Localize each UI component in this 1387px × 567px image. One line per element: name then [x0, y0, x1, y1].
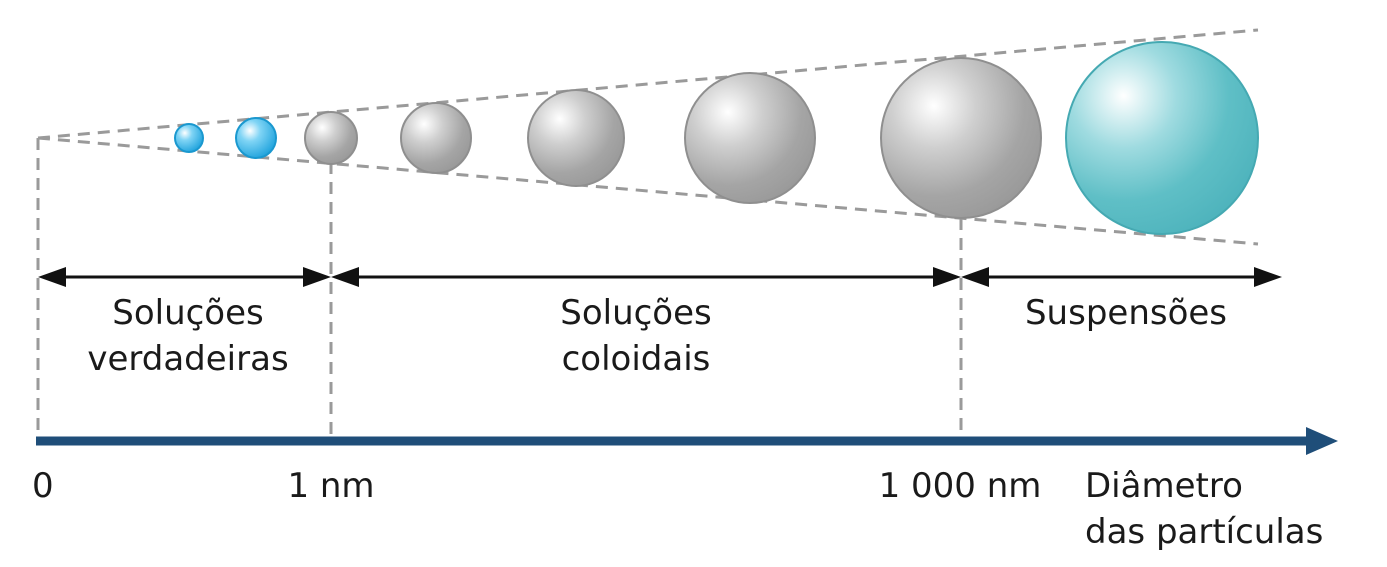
axis-title-line1: Diâmetro [1085, 466, 1243, 506]
range-arrow-true-solutions [38, 267, 331, 287]
particle-colloid-5 [880, 57, 1042, 219]
axis-title-line2: das partículas [1085, 512, 1323, 552]
particle-true-solution-1 [174, 123, 204, 153]
range-arrow-suspensions [961, 267, 1282, 287]
tick-label-1000nm: 1 000 nm [879, 466, 1042, 506]
cone-upper-guide [37, 28, 1259, 140]
range-arrow-colloids [331, 267, 961, 287]
tick-label-zero: 0 [32, 466, 54, 506]
label-colloids-line2: coloidais [562, 339, 711, 379]
label-suspensions: Suspensões [1025, 293, 1227, 333]
particle-suspension-1 [1065, 41, 1259, 235]
particle-colloid-1 [304, 111, 358, 165]
tick-label-1nm: 1 nm [287, 466, 374, 506]
label-true-solutions-line2: verdadeiras [87, 339, 288, 379]
particle-colloid-4 [684, 72, 816, 204]
label-colloids-line1: Soluções [560, 293, 712, 333]
cone-lower-guide [37, 136, 1259, 246]
particle-true-solution-2 [235, 117, 277, 159]
label-true-solutions-line1: Soluções [112, 293, 264, 333]
diameter-axis [36, 427, 1338, 455]
particle-colloid-2 [400, 102, 472, 174]
particle-colloid-3 [527, 89, 625, 187]
